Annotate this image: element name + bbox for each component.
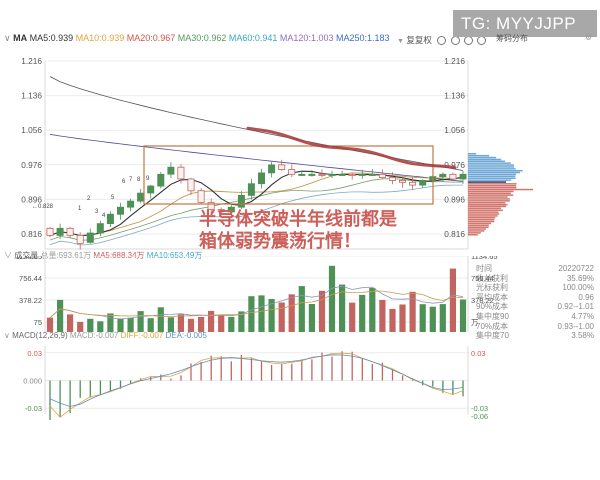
svg-text:万: 万: [471, 318, 479, 327]
svg-text:378.22: 378.22: [471, 296, 494, 305]
svg-text:378.22: 378.22: [19, 296, 42, 305]
svg-text:1134.65: 1134.65: [15, 256, 42, 261]
svg-text:←0.828: ←0.828: [32, 204, 54, 210]
svg-text:4: 4: [102, 213, 106, 219]
svg-text:9: 9: [146, 176, 150, 182]
svg-text:8: 8: [137, 177, 141, 183]
svg-text:5: 5: [111, 195, 115, 201]
svg-text:0.03: 0.03: [27, 349, 42, 358]
svg-text:-0.06: -0.06: [471, 412, 488, 420]
svg-text:756.44: 756.44: [471, 274, 494, 283]
svg-text:756.44: 756.44: [19, 274, 42, 283]
svg-text:3: 3: [95, 209, 99, 215]
svg-text:-0.03: -0.03: [25, 404, 42, 413]
svg-text:75: 75: [34, 318, 42, 327]
svg-text:7: 7: [129, 177, 133, 183]
svg-text:1: 1: [78, 206, 82, 212]
svg-text:6: 6: [122, 179, 126, 185]
svg-text:2: 2: [87, 196, 91, 202]
svg-text:0.000: 0.000: [23, 377, 42, 386]
svg-text:0.03: 0.03: [471, 349, 486, 358]
svg-text:1134.65: 1134.65: [471, 256, 498, 261]
